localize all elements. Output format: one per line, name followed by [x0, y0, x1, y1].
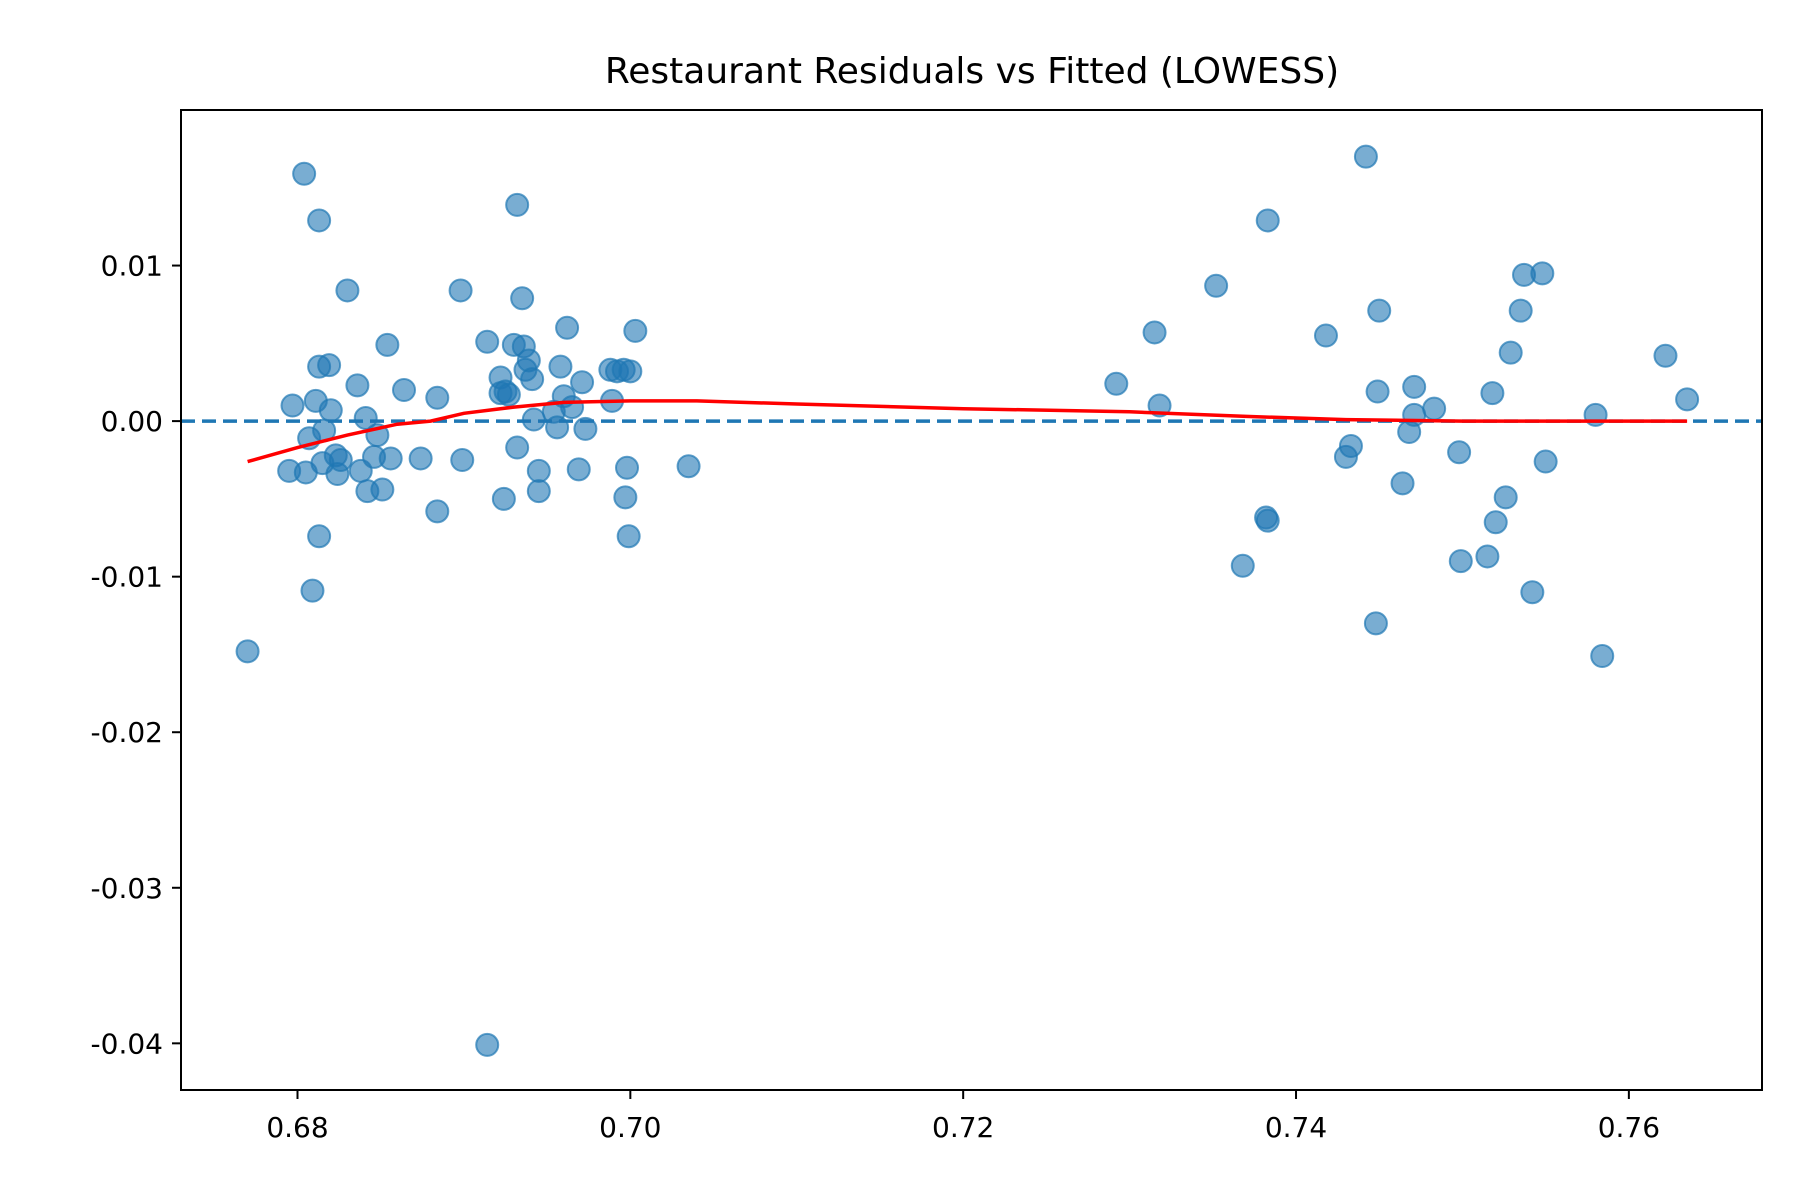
residual-point [235, 639, 260, 664]
y-tick-label: -0.04 [91, 1027, 163, 1060]
residual-point [292, 161, 317, 186]
chart-title: Restaurant Residuals vs Fitted (LOWESS) [605, 51, 1339, 92]
residual-point [318, 398, 343, 423]
residual-point [676, 454, 701, 479]
residual-point [375, 332, 400, 357]
residual-point [335, 278, 360, 303]
residual-point [450, 448, 475, 472]
residual-point [1508, 298, 1533, 323]
x-tick-label: 0.76 [1598, 1111, 1660, 1144]
residual-point [560, 395, 585, 420]
residual-point [623, 318, 648, 343]
residual-point [1313, 323, 1338, 348]
residual-point [1142, 320, 1167, 345]
residual-point [505, 435, 530, 460]
x-tick-label: 0.70 [599, 1111, 661, 1144]
residual-point [1422, 396, 1447, 421]
residual-point [1475, 544, 1500, 569]
residual-point [613, 485, 638, 510]
residual-point [1204, 273, 1229, 298]
residual-point [1363, 611, 1388, 636]
residual-point [496, 382, 521, 407]
x-tick-label: 0.72 [932, 1111, 994, 1144]
residual-point [1533, 449, 1558, 474]
residual-point [1230, 553, 1255, 578]
x-tick-label: 0.68 [266, 1111, 328, 1144]
residual-point [1402, 402, 1427, 427]
axes: 0.68 0.70 0.72 0.74 0.76 0.01 0.00 -0.01 -0.02 -0… [91, 109, 1763, 1144]
residual-point [1483, 510, 1508, 535]
residual-point [1493, 485, 1518, 510]
residual-point [545, 415, 570, 440]
residual-point [425, 385, 450, 410]
residual-point [328, 448, 353, 472]
residual-point [448, 278, 473, 303]
y-tick-label: 0.00 [101, 405, 163, 438]
residual-point [1498, 340, 1523, 365]
residual-point [1675, 387, 1700, 412]
residual-point [1520, 580, 1545, 605]
residual-point [1590, 644, 1615, 668]
residual-point [1367, 298, 1392, 323]
residual-point [475, 1032, 500, 1057]
residual-point [566, 457, 591, 482]
residual-point [618, 359, 643, 384]
residual-point [491, 486, 516, 511]
plot-area [181, 144, 1762, 1057]
plot-frame [180, 109, 1763, 1091]
residual-point [1255, 508, 1280, 533]
residual-point [353, 406, 378, 430]
residual-point [570, 370, 595, 395]
residual-point [1255, 208, 1280, 233]
residual-point [526, 479, 551, 504]
residual-point [505, 192, 530, 217]
residual-point [1365, 379, 1390, 404]
residual-point [520, 367, 545, 392]
residual-point [510, 286, 535, 311]
residual-point [548, 354, 573, 379]
lowess-curve [247, 399, 1688, 464]
residual-point [307, 208, 332, 233]
residual-point [1338, 434, 1363, 458]
y-tick-label: -0.01 [91, 561, 163, 594]
residual-point [370, 477, 395, 502]
residual-point [555, 315, 580, 340]
residual-point [317, 353, 342, 378]
residual-point [307, 524, 332, 549]
residual-point [1480, 381, 1505, 406]
residual-point [475, 329, 500, 354]
residual-point [1390, 471, 1415, 496]
x-tick-label: 0.74 [1265, 1111, 1327, 1144]
residual-point [526, 458, 551, 483]
residual-point [1402, 374, 1427, 399]
residual-point [280, 393, 305, 418]
residual-point [1448, 549, 1473, 574]
residual-point [1447, 440, 1472, 465]
residual-point [573, 416, 598, 441]
y-tick-label: -0.02 [91, 716, 163, 749]
residual-point [300, 578, 325, 603]
residual-point [1653, 343, 1678, 368]
residual-point [1530, 261, 1555, 286]
residual-point [616, 524, 641, 549]
residual-point [425, 499, 450, 524]
residual-point [521, 407, 546, 432]
residual-point [615, 455, 640, 480]
y-tick-label: -0.03 [91, 872, 163, 905]
residual-point [1353, 144, 1378, 169]
residual-point [1104, 371, 1129, 396]
residual-point [378, 446, 403, 471]
residual-point [392, 378, 417, 402]
y-tick-label: 0.01 [101, 250, 163, 283]
residual-point [408, 446, 433, 471]
residual-point [345, 373, 370, 398]
